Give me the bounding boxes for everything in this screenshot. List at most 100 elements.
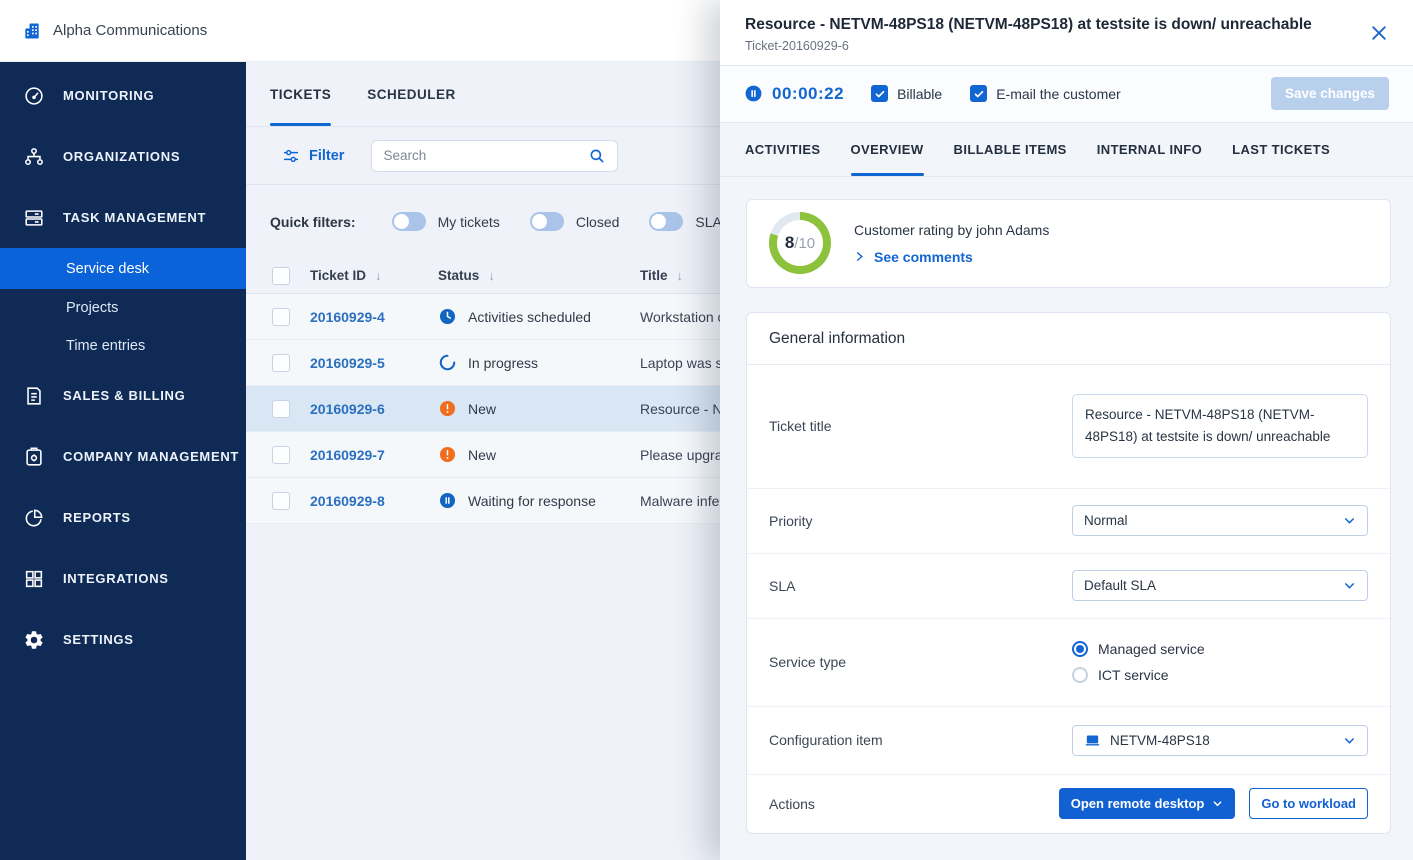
priority-select[interactable]: Normal [1072,505,1368,537]
sidebar-subitem-label: Projects [66,300,119,316]
status-label: Activities scheduled [468,308,591,325]
save-changes-button[interactable]: Save changes [1270,77,1389,111]
column-label: Ticket ID [310,268,367,283]
search-input[interactable] [383,148,589,163]
service-type-row: Service type Managed service ICT service [747,619,1390,707]
sidebar-item-monitoring[interactable]: MONITORING [0,65,246,126]
monitor-icon [1085,735,1100,746]
general-information-heading: General information [747,313,1390,365]
ticket-id-link[interactable]: 20160929-6 [310,400,385,417]
tab-tickets[interactable]: TICKETS [270,62,332,126]
priority-label: Priority [769,512,813,529]
tab-billable-items[interactable]: BILLABLE ITEMS [954,123,1067,176]
configuration-item-select[interactable]: NETVM-48PS18 [1072,724,1368,756]
ticket-id-link[interactable]: 20160929-7 [310,446,385,463]
radio-selected-icon[interactable] [1072,641,1088,658]
sidebar-item-company-management[interactable]: COMPANY MANAGEMENT [0,426,246,487]
row-checkbox[interactable] [272,307,290,326]
ticket-id-link[interactable]: 20160929-5 [310,354,385,371]
billable-checkbox-group[interactable]: Billable [871,85,942,103]
status-alert-icon [439,446,456,463]
filter-button[interactable]: Filter [282,147,344,165]
radio-ict-service[interactable]: ICT service [1072,667,1368,684]
close-icon[interactable] [1369,23,1389,43]
column-header-ticket-id[interactable]: Ticket ID ↓ [310,268,438,283]
ticket-detail-subtitle: Ticket-20160929-6 [745,38,849,53]
closed-toggle[interactable] [529,212,564,231]
ticket-title-cell: Please upgrad [640,446,731,463]
sla-select[interactable]: Default SLA [1072,570,1368,602]
gear-icon [25,630,43,649]
see-comments-link[interactable]: See comments [854,249,1049,265]
open-remote-desktop-button[interactable]: Open remote desktop [1058,788,1236,820]
status-spinner-icon [439,354,456,371]
tab-activities[interactable]: ACTIVITIES [745,123,821,176]
sidebar-item-label: REPORTS [63,510,131,525]
sidebar-subitem-service-desk[interactable]: Service desk [0,248,246,289]
sidebar-item-sales-billing[interactable]: SALES & BILLING [0,365,246,426]
tab-label: BILLABLE ITEMS [953,141,1067,157]
chevron-right-icon [856,252,863,262]
ticket-id-link[interactable]: 20160929-8 [310,492,385,509]
sidebar-item-task-management[interactable]: TASK MANAGEMENT [0,187,246,248]
sidebar-item-label: ORGANIZATIONS [63,149,181,164]
sidebar-item-label: INTEGRATIONS [63,571,169,586]
chevron-down-icon [1344,583,1355,590]
pause-timer-icon[interactable] [744,84,763,103]
column-header-title[interactable]: Title ↓ [640,268,1413,283]
billable-checkbox[interactable] [871,85,889,103]
row-checkbox[interactable] [272,445,290,464]
toggle-knob [393,214,409,229]
email-customer-label: E-mail the customer [996,85,1121,102]
priority-value: Normal [1084,513,1128,529]
ticket-title-input[interactable]: Resource - NETVM-48PS18 (NETVM-48PS18) a… [1072,394,1368,459]
select-all-checkbox[interactable] [272,266,290,285]
sidebar-item-reports[interactable]: REPORTS [0,487,246,548]
row-checkbox[interactable] [272,491,290,510]
email-customer-checkbox[interactable] [970,85,988,103]
timer-control[interactable]: 00:00:22 [744,84,844,104]
tab-internal-info[interactable]: INTERNAL INFO [1097,123,1202,176]
radio-unselected-icon[interactable] [1072,667,1088,684]
sidebar-item-integrations[interactable]: INTEGRATIONS [0,548,246,609]
ticket-title-cell: Malware infec [640,492,727,509]
sidebar-item-label: MONITORING [63,88,155,103]
row-checkbox[interactable] [272,353,290,372]
chevron-down-icon [1213,801,1222,807]
sidebar-subitem-time-entries[interactable]: Time entries [0,327,246,365]
ticket-title-label: Ticket title [769,418,832,435]
email-customer-checkbox-group[interactable]: E-mail the customer [970,85,1121,103]
actions-buttons: Open remote desktop Go to workload [1058,788,1368,820]
sidebar-subitem-projects[interactable]: Projects [0,289,246,327]
row-checkbox[interactable] [272,399,290,418]
rating-score: 8 [784,233,795,253]
status-label: Waiting for response [468,492,596,509]
sla-breach-toggle[interactable] [649,212,684,231]
chevron-down-icon [1344,738,1355,744]
sidebar-item-settings[interactable]: SETTINGS [0,609,246,670]
invoice-icon [27,386,41,405]
quick-filter-label: My tickets [437,213,500,230]
sidebar-item-organizations[interactable]: ORGANIZATIONS [0,126,246,187]
sort-arrow-icon[interactable]: ↓ [488,268,495,283]
status-label: New [468,446,497,463]
go-to-workload-button[interactable]: Go to workload [1249,788,1368,820]
ticket-detail-title: Resource - NETVM-48PS18 (NETVM-48PS18) a… [745,16,1312,33]
column-label: Status [438,268,480,283]
company-building-icon [25,23,39,38]
panel-toolbar: 00:00:22 Billable E-mail the customer Sa… [720,65,1413,123]
rating-max: /10 [794,234,816,252]
quick-filter-label: Closed [575,213,620,230]
column-header-status[interactable]: Status ↓ [438,268,640,283]
sort-arrow-icon[interactable]: ↓ [676,268,684,283]
radio-managed-service[interactable]: Managed service [1072,641,1368,658]
gauge-icon [25,86,43,105]
my-tickets-toggle[interactable] [391,212,426,231]
ticket-id-link[interactable]: 20160929-4 [310,308,385,325]
tab-overview[interactable]: OVERVIEW [850,123,924,176]
tab-scheduler[interactable]: SCHEDULER [367,62,456,126]
service-type-label: Service type [769,654,847,671]
sort-arrow-icon[interactable]: ↓ [375,268,382,283]
tab-last-tickets[interactable]: LAST TICKETS [1232,123,1330,176]
search-icon[interactable] [588,147,606,165]
